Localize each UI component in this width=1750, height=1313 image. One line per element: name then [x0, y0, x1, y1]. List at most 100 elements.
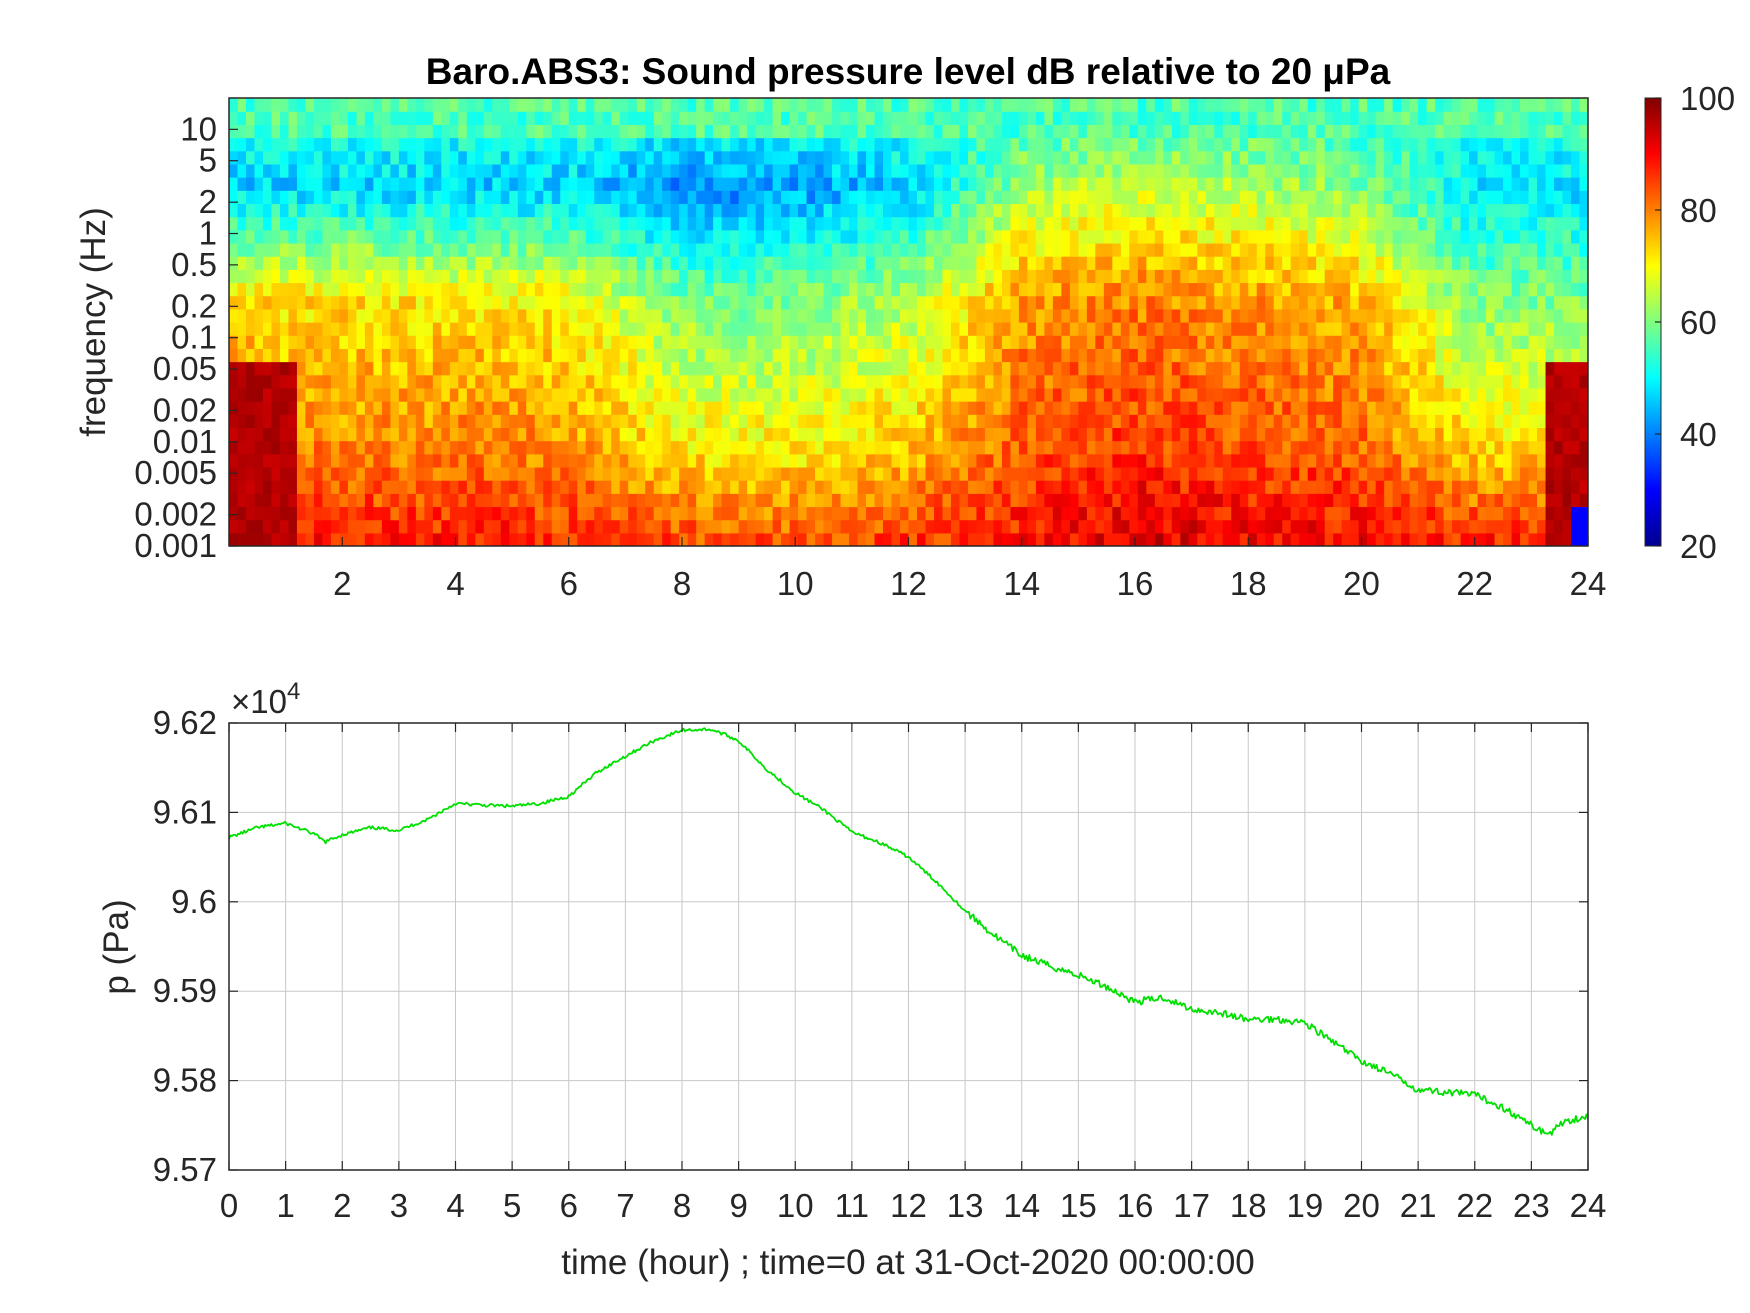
- heatmap-cell: [602, 282, 612, 297]
- heatmap-cell: [1010, 177, 1020, 191]
- heatmap-cell: [781, 401, 791, 415]
- heatmap-cell: [407, 308, 417, 323]
- heatmap-cell: [1197, 387, 1207, 402]
- heatmap-cell: [687, 335, 697, 349]
- heatmap-cell: [1103, 150, 1113, 165]
- heatmap-cell: [721, 295, 731, 310]
- heatmap-cell: [500, 177, 510, 191]
- heatmap-cell: [517, 335, 527, 349]
- heatmap-cell: [704, 466, 714, 481]
- heatmap-cell: [1163, 453, 1173, 468]
- heatmap-cell: [305, 308, 315, 323]
- heatmap-cell: [509, 124, 519, 139]
- heatmap-cell: [925, 111, 935, 125]
- heatmap-cell: [1435, 282, 1445, 297]
- heatmap-cell: [1086, 308, 1096, 323]
- heatmap-cell: [424, 387, 434, 402]
- heatmap-cell: [1316, 137, 1326, 152]
- heatmap-cell: [398, 348, 408, 363]
- heatmap-cell: [1052, 361, 1062, 376]
- heatmap-cell: [1095, 137, 1105, 152]
- heatmap-cell: [1188, 519, 1198, 534]
- heatmap-cell: [483, 282, 493, 297]
- heatmap-cell: [1299, 414, 1309, 429]
- heatmap-cell: [883, 242, 893, 257]
- heatmap-cell: [1061, 361, 1071, 376]
- heatmap-cell: [738, 466, 748, 481]
- heatmap-cell: [347, 335, 357, 349]
- heatmap-cell: [1052, 190, 1062, 205]
- heatmap-cell: [577, 414, 587, 429]
- heatmap-cell: [798, 177, 808, 191]
- heatmap-cell: [1018, 256, 1029, 270]
- heatmap-cell: [364, 216, 374, 231]
- heatmap-cell: [704, 348, 714, 363]
- heatmap-cell: [517, 414, 527, 429]
- heatmap-cell: [1146, 216, 1156, 231]
- heatmap-cell: [1358, 256, 1368, 270]
- heatmap-cell: [806, 137, 816, 152]
- heatmap-cell: [1214, 401, 1224, 415]
- heatmap-cell: [1316, 335, 1326, 349]
- heatmap-cell: [1273, 453, 1283, 468]
- heatmap-cell: [356, 453, 366, 468]
- heatmap-cell: [1010, 532, 1020, 546]
- heatmap-cell: [1282, 414, 1292, 429]
- heatmap-cell: [322, 216, 332, 231]
- heatmap-cell: [866, 216, 876, 231]
- heatmap-cell: [356, 532, 366, 546]
- heatmap-cell: [1163, 440, 1173, 455]
- heatmap-cell: [1120, 177, 1130, 191]
- heatmap-cell: [772, 216, 782, 231]
- heatmap-cell: [1435, 177, 1445, 191]
- heatmap-cell: [1078, 519, 1088, 534]
- heatmap-cell: [806, 440, 816, 455]
- heatmap-cell: [551, 229, 561, 244]
- heatmap-cell: [1086, 150, 1096, 165]
- heatmap-cell: [551, 177, 561, 191]
- heatmap-cell: [1418, 401, 1428, 415]
- heatmap-cell: [976, 532, 986, 546]
- heatmap-cell: [789, 269, 799, 284]
- heatmap-cell: [585, 282, 595, 297]
- heatmap-cell: [993, 242, 1003, 257]
- heatmap-cell: [916, 427, 927, 442]
- heatmap-cell: [1052, 308, 1062, 323]
- heatmap-cell: [560, 506, 570, 521]
- heatmap-cell: [560, 374, 570, 389]
- heatmap-cell: [670, 229, 680, 244]
- heatmap-cell: [1367, 229, 1377, 244]
- heatmap-cell: [1222, 242, 1232, 257]
- heatmap-cell: [840, 150, 850, 165]
- heatmap-cell: [1256, 150, 1266, 165]
- heatmap-cell: [1460, 453, 1470, 468]
- heatmap-cell: [849, 111, 859, 125]
- heatmap-cell: [517, 440, 527, 455]
- heatmap-cell: [798, 519, 808, 534]
- heatmap-cell: [1018, 532, 1029, 546]
- heatmap-cell: [1299, 519, 1309, 534]
- heatmap-cell: [271, 137, 281, 152]
- heatmap-cell: [1248, 361, 1258, 376]
- heatmap-cell: [662, 427, 672, 442]
- heatmap-cell: [1273, 427, 1283, 442]
- heatmap-cell: [407, 493, 417, 508]
- heatmap-cell: [1129, 216, 1139, 231]
- heatmap-cell: [883, 203, 893, 218]
- heatmap-cell: [636, 466, 646, 481]
- heatmap-cell: [866, 361, 876, 376]
- heatmap-cell: [1163, 190, 1173, 205]
- heatmap-cell: [1129, 348, 1139, 363]
- heatmap-cell: [857, 137, 867, 152]
- heatmap-cell: [1290, 466, 1300, 481]
- heatmap-cell: [1214, 308, 1224, 323]
- heatmap-cell: [1324, 506, 1334, 521]
- heatmap-cell: [1290, 322, 1300, 336]
- heatmap-cell: [798, 401, 808, 415]
- heatmap-cell: [432, 124, 442, 139]
- heatmap-cell: [288, 282, 298, 297]
- heatmap-cell: [883, 335, 893, 349]
- heatmap-cell: [1452, 335, 1462, 349]
- heatmap-cell: [1163, 124, 1173, 139]
- heatmap-cell: [891, 163, 901, 178]
